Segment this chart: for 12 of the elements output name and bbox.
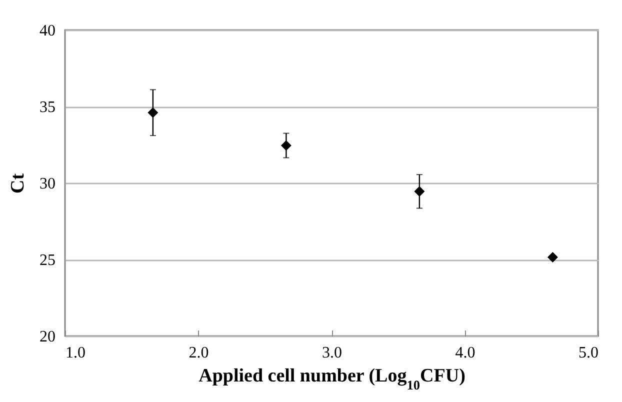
y-tick-label: 35 — [40, 99, 56, 116]
y-tick-label: 40 — [40, 22, 56, 40]
x-tick-label: 2.0 — [188, 344, 209, 362]
x-tick-label: 4.0 — [455, 344, 476, 362]
y-tick-label: 20 — [40, 328, 56, 346]
x-tick-label: 5.0 — [578, 344, 598, 362]
x-axis-title: Applied cell number (Log$_{10}$CFU) — [198, 366, 466, 392]
y-axis-title: Ct — [8, 172, 28, 194]
x-tick-label: 3.0 — [322, 344, 342, 362]
x-tick-label: 1.0 — [66, 344, 86, 362]
y-tick-label: 30 — [40, 176, 56, 192]
y-tick-label: 25 — [40, 252, 56, 269]
